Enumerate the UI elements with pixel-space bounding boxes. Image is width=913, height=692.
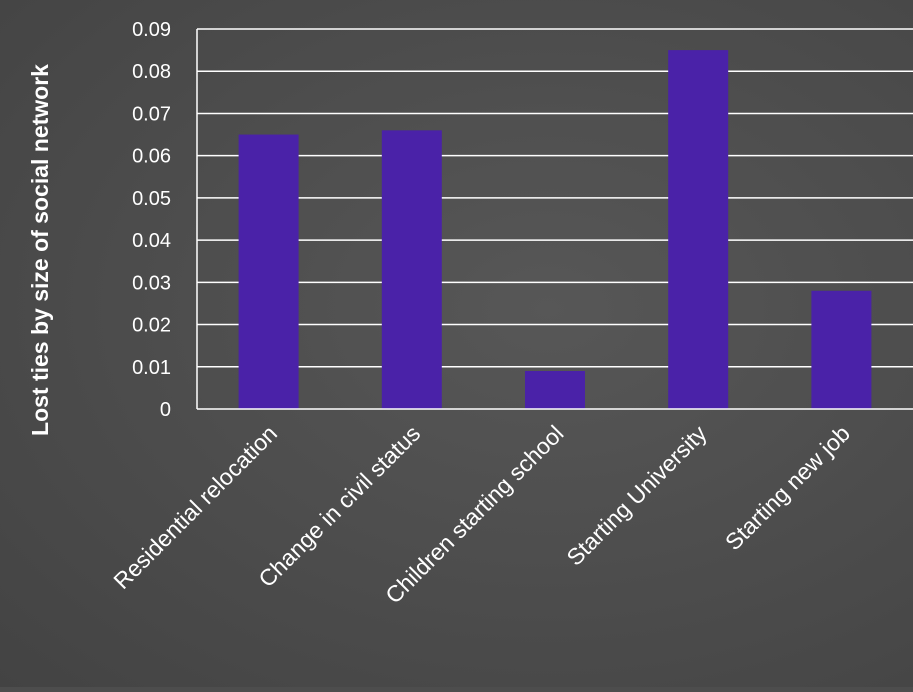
gridlines [197, 28, 913, 368]
y-axis-title: Lost ties by size of social network [27, 64, 53, 436]
y-tick-label: 0.09 [132, 19, 171, 41]
bar-children-starting-school [525, 371, 585, 409]
category-label: Starting University [561, 420, 712, 571]
bar-starting-university [668, 50, 729, 409]
category-label: Starting new job [720, 420, 855, 555]
bar-starting-new-job [811, 290, 872, 409]
y-tick-label: 0.01 [132, 357, 171, 379]
y-tick-labels: 0 0.01 0.02 0.03 0.04 0.05 0.06 0.07 0.08 0.09 [132, 19, 171, 421]
bar-change-in-civil-status [381, 130, 442, 410]
y-tick-label: 0.07 [132, 103, 171, 125]
y-tick-label: 0.05 [132, 188, 171, 210]
axes [196, 29, 913, 410]
bars [238, 50, 872, 410]
category-label: Change in civil status [253, 420, 425, 592]
y-tick-label: 0 [160, 399, 171, 421]
y-tick-label: 0.04 [132, 230, 171, 252]
y-tick-label: 0.06 [132, 146, 171, 168]
y-tick-label: 0.03 [132, 272, 171, 294]
bar-residential-relocation [238, 134, 299, 410]
category-label: Residential relocation [108, 420, 282, 594]
y-tick-label: 0.08 [132, 61, 171, 83]
y-tick-label: 0.02 [132, 315, 171, 337]
